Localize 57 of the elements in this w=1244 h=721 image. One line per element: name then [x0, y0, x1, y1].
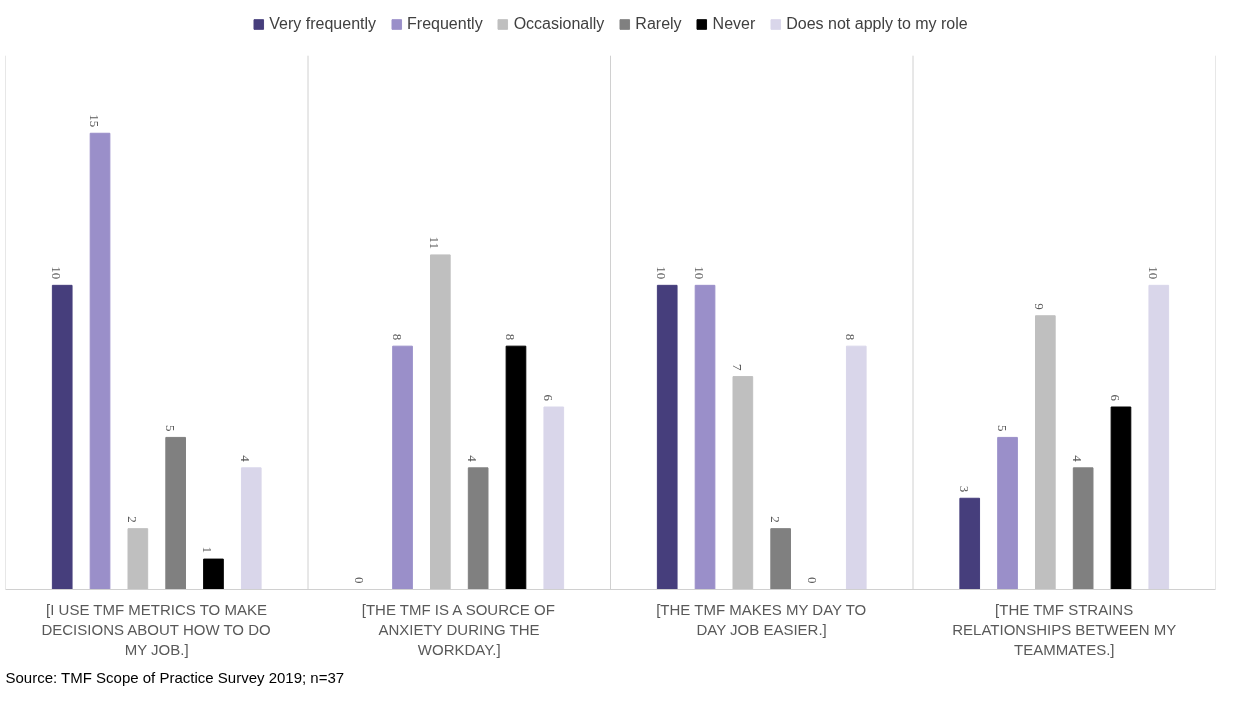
data-label: 6: [540, 394, 556, 402]
bar: [505, 345, 527, 590]
data-label: 1: [200, 546, 216, 554]
data-label: 6: [1107, 394, 1123, 402]
bar: [89, 132, 111, 590]
data-label: 4: [465, 455, 481, 463]
x-tick-label: [THE TMF MAKES MY DAY TO DAY JOB EASIER.]: [656, 600, 867, 638]
data-label: 10: [1145, 266, 1161, 280]
source-note: Source: TMF Scope of Practice Survey 2019; n=37: [5, 668, 345, 686]
x-tick-label: [THE TMF IS A SOURCE OF ANXIETY DURING THE WORKDAY.]: [361, 600, 555, 659]
bar: [165, 436, 186, 590]
bar: [467, 467, 489, 590]
legend-label: Does not apply to my role: [786, 15, 968, 33]
bar: [656, 284, 678, 590]
bar: [543, 406, 565, 590]
data-label: 10: [692, 266, 708, 280]
bar: [694, 284, 716, 590]
bar: [127, 528, 149, 590]
data-label: 4: [1070, 455, 1086, 463]
bar: [51, 284, 73, 590]
data-label: 2: [767, 516, 783, 523]
data-label: 8: [502, 333, 518, 341]
data-label: 10: [49, 266, 65, 280]
legend-label: Frequently: [407, 15, 483, 33]
legend-label: Occasionally: [513, 15, 605, 33]
data-label: 5: [162, 424, 178, 432]
data-label: 15: [87, 114, 103, 128]
bar: [240, 467, 262, 590]
data-label: 5: [994, 424, 1010, 432]
bar: [430, 254, 451, 590]
data-label: 8: [843, 333, 859, 341]
legend-label: Rarely: [635, 15, 682, 33]
x-tick-label: [I USE TMF METRICS TO MAKE DECISIONS ABOUT HOW TO DO MY JOB.]: [41, 600, 271, 659]
bar: [1148, 284, 1170, 590]
data-label: 9: [1032, 303, 1048, 310]
bar: [1035, 315, 1056, 590]
bar: [203, 558, 224, 590]
bar: [770, 528, 791, 590]
x-tick-label: [THE TMF STRAINS RELATIONSHIPS BETWEEN MY TEAMMATES.]: [952, 600, 1177, 659]
data-label: 7: [729, 364, 745, 372]
data-label: 0: [351, 577, 367, 584]
bar: [997, 436, 1018, 590]
bar: [959, 497, 981, 590]
data-label: 2: [124, 516, 140, 523]
data-label: 11: [427, 236, 443, 249]
bar: [1072, 467, 1094, 590]
legend-label: Never: [712, 15, 756, 33]
data-label: 4: [238, 455, 254, 463]
data-label: 0: [805, 577, 821, 584]
bar: [732, 376, 754, 590]
legend-label: Very frequently: [269, 15, 377, 33]
bar: [845, 345, 867, 590]
data-label: 3: [956, 485, 972, 493]
bar: [392, 345, 413, 590]
data-label: 10: [654, 266, 670, 280]
bar: [1110, 406, 1132, 590]
data-label: 8: [389, 333, 405, 341]
